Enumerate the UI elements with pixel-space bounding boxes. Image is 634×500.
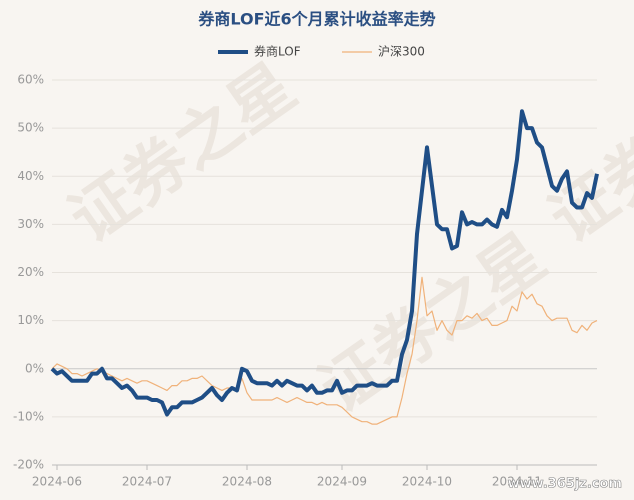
y-tick-label: -10% [13, 409, 44, 423]
x-tick-label: 2024-11 [492, 475, 542, 489]
legend-label: 券商LOF [254, 44, 301, 59]
y-tick-label: 0% [25, 361, 44, 375]
x-tick-label: 2024-10 [402, 475, 452, 489]
y-tick-label: 50% [17, 121, 44, 135]
y-tick-label: 10% [17, 313, 44, 327]
series-line [50, 109, 599, 417]
x-tick-label: 2024-07 [122, 475, 172, 489]
y-tick-label: 40% [17, 169, 44, 183]
legend-label: 沪深300 [378, 45, 425, 59]
watermark-site: www.365jz.com [508, 477, 622, 492]
x-tick-label: 2024-06 [32, 475, 82, 489]
x-tick-label: 2024-08 [222, 475, 272, 489]
y-tick-label: 30% [17, 217, 44, 231]
x-tick-label: 2024-09 [317, 475, 367, 489]
y-tick-label: 60% [17, 73, 44, 87]
y-tick-label: 20% [17, 265, 44, 279]
y-tick-label: -20% [13, 458, 44, 472]
series-line [51, 276, 598, 425]
chart-title: 券商LOF近6个月累计收益率走势 [197, 10, 435, 29]
